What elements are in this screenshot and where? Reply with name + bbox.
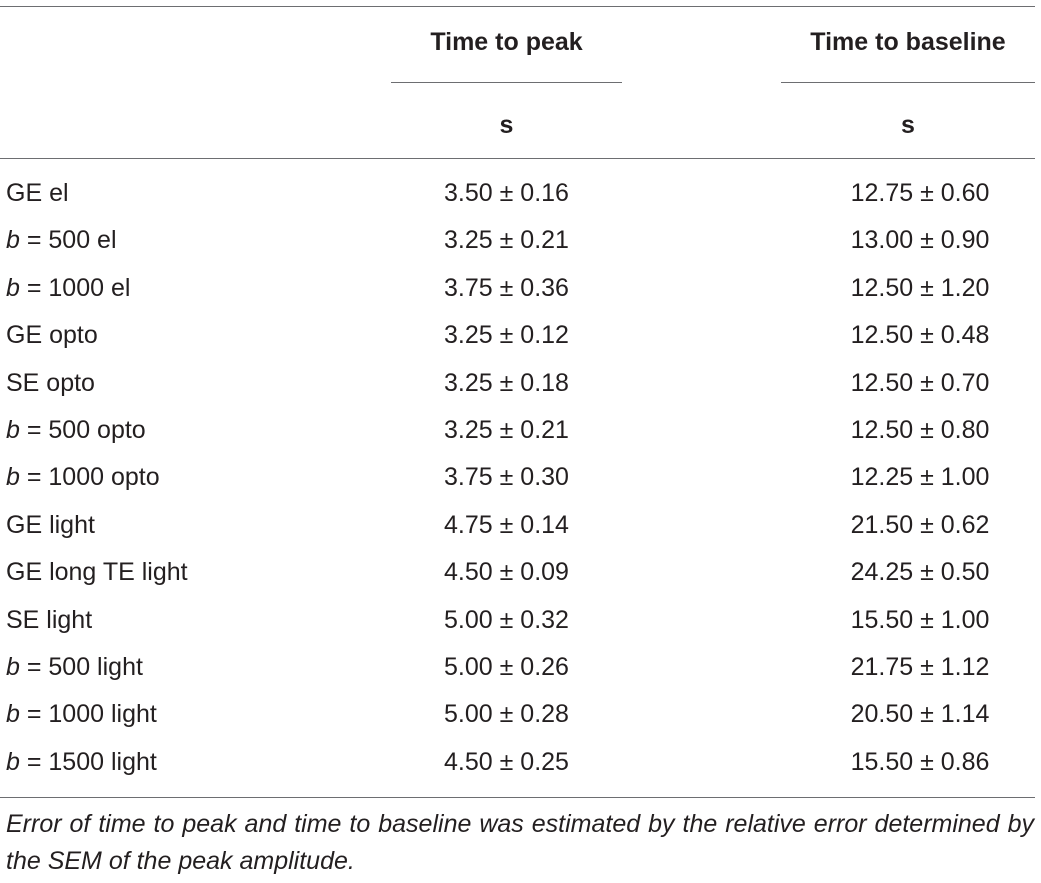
row-label: b = 500 light bbox=[6, 652, 143, 681]
time-to-peak-value: 3.75 ± 0.36 bbox=[444, 273, 569, 302]
table-row: b = 1000 light 5.00 ± 0.28 20.50 ± 1.14 bbox=[0, 691, 1035, 738]
table-footnote: Error of time to peak and time to baseli… bbox=[6, 810, 1034, 875]
time-to-baseline-value: 24.25 ± 0.50 bbox=[850, 558, 990, 587]
table-bottom-rule bbox=[0, 797, 1035, 798]
time-to-baseline-value: 21.75 ± 1.12 bbox=[850, 652, 990, 681]
row-label: b = 1000 opto bbox=[6, 463, 160, 492]
time-to-peak-value: 3.25 ± 0.21 bbox=[444, 415, 569, 444]
time-to-baseline-value: 21.50 ± 0.62 bbox=[850, 510, 990, 539]
row-label: SE light bbox=[6, 605, 93, 634]
row-label: b = 1000 el bbox=[6, 273, 131, 302]
time-to-baseline-value: 15.50 ± 0.86 bbox=[850, 747, 990, 776]
table-row: GE el 3.50 ± 0.16 12.75 ± 0.60 bbox=[0, 170, 1035, 217]
time-to-peak-value: 5.00 ± 0.28 bbox=[444, 700, 569, 729]
table-row: GE light 4.75 ± 0.14 21.50 ± 0.62 bbox=[0, 502, 1035, 549]
time-to-peak-value: 3.75 ± 0.30 bbox=[444, 463, 569, 492]
row-label: GE light bbox=[6, 510, 95, 539]
row-label: GE opto bbox=[6, 321, 98, 350]
row-label: b = 500 opto bbox=[6, 415, 146, 444]
time-to-baseline-underline bbox=[781, 82, 1035, 83]
row-label: b = 500 el bbox=[6, 226, 117, 255]
table-body: GE el 3.50 ± 0.16 12.75 ± 0.60 b = 500 e… bbox=[0, 170, 1035, 786]
time-to-peak-value: 3.25 ± 0.18 bbox=[444, 368, 569, 397]
time-to-peak-value: 4.75 ± 0.14 bbox=[444, 510, 569, 539]
time-to-baseline-value: 15.50 ± 1.00 bbox=[850, 605, 990, 634]
time-to-peak-value: 3.25 ± 0.21 bbox=[444, 226, 569, 255]
unit-label-baseline: s bbox=[901, 111, 915, 139]
time-to-baseline-value: 12.50 ± 0.48 bbox=[850, 321, 990, 350]
column-header-time-to-baseline: Time to baseline bbox=[810, 28, 1006, 56]
time-to-peak-value: 3.50 ± 0.16 bbox=[444, 179, 569, 207]
header-bottom-rule bbox=[0, 158, 1035, 159]
table-row: GE opto 3.25 ± 0.12 12.50 ± 0.48 bbox=[0, 312, 1035, 359]
time-to-peak-value: 5.00 ± 0.26 bbox=[444, 652, 569, 681]
time-to-peak-value: 4.50 ± 0.25 bbox=[444, 747, 569, 776]
table-row: b = 500 light 5.00 ± 0.26 21.75 ± 1.12 bbox=[0, 644, 1035, 691]
table-row: b = 500 opto 3.25 ± 0.21 12.50 ± 0.80 bbox=[0, 407, 1035, 454]
time-to-baseline-value: 12.75 ± 0.60 bbox=[850, 179, 990, 207]
row-label: GE long TE light bbox=[6, 558, 188, 587]
table-top-rule bbox=[0, 6, 1035, 7]
row-label: b = 1000 light bbox=[6, 700, 157, 729]
time-to-peak-underline bbox=[391, 82, 622, 83]
row-label: GE el bbox=[6, 179, 69, 207]
table-row: GE long TE light 4.50 ± 0.09 24.25 ± 0.5… bbox=[0, 549, 1035, 596]
table-row: b = 500 el 3.25 ± 0.21 13.00 ± 0.90 bbox=[0, 217, 1035, 264]
time-to-peak-value: 3.25 ± 0.12 bbox=[444, 321, 569, 350]
table-row: b = 1000 opto 3.75 ± 0.30 12.25 ± 1.00 bbox=[0, 454, 1035, 501]
row-label: SE opto bbox=[6, 368, 95, 397]
time-to-baseline-value: 13.00 ± 0.90 bbox=[850, 226, 990, 255]
time-to-baseline-value: 12.25 ± 1.00 bbox=[850, 463, 990, 492]
column-header-time-to-peak: Time to peak bbox=[430, 28, 583, 56]
table-row: b = 1000 el 3.75 ± 0.36 12.50 ± 1.20 bbox=[0, 265, 1035, 312]
time-to-baseline-value: 12.50 ± 0.80 bbox=[850, 415, 990, 444]
table-row: b = 1500 light 4.50 ± 0.25 15.50 ± 0.86 bbox=[0, 739, 1035, 786]
row-label: b = 1500 light bbox=[6, 747, 157, 776]
unit-label-peak: s bbox=[499, 111, 514, 139]
time-to-baseline-value: 12.50 ± 0.70 bbox=[850, 368, 990, 397]
time-to-peak-value: 4.50 ± 0.09 bbox=[444, 558, 569, 587]
time-to-baseline-value: 20.50 ± 1.14 bbox=[850, 700, 990, 729]
time-to-baseline-value: 12.50 ± 1.20 bbox=[850, 273, 990, 302]
table-row: SE opto 3.25 ± 0.18 12.50 ± 0.70 bbox=[0, 360, 1035, 407]
time-to-peak-value: 5.00 ± 0.32 bbox=[444, 605, 569, 634]
table-row: SE light 5.00 ± 0.32 15.50 ± 1.00 bbox=[0, 597, 1035, 644]
